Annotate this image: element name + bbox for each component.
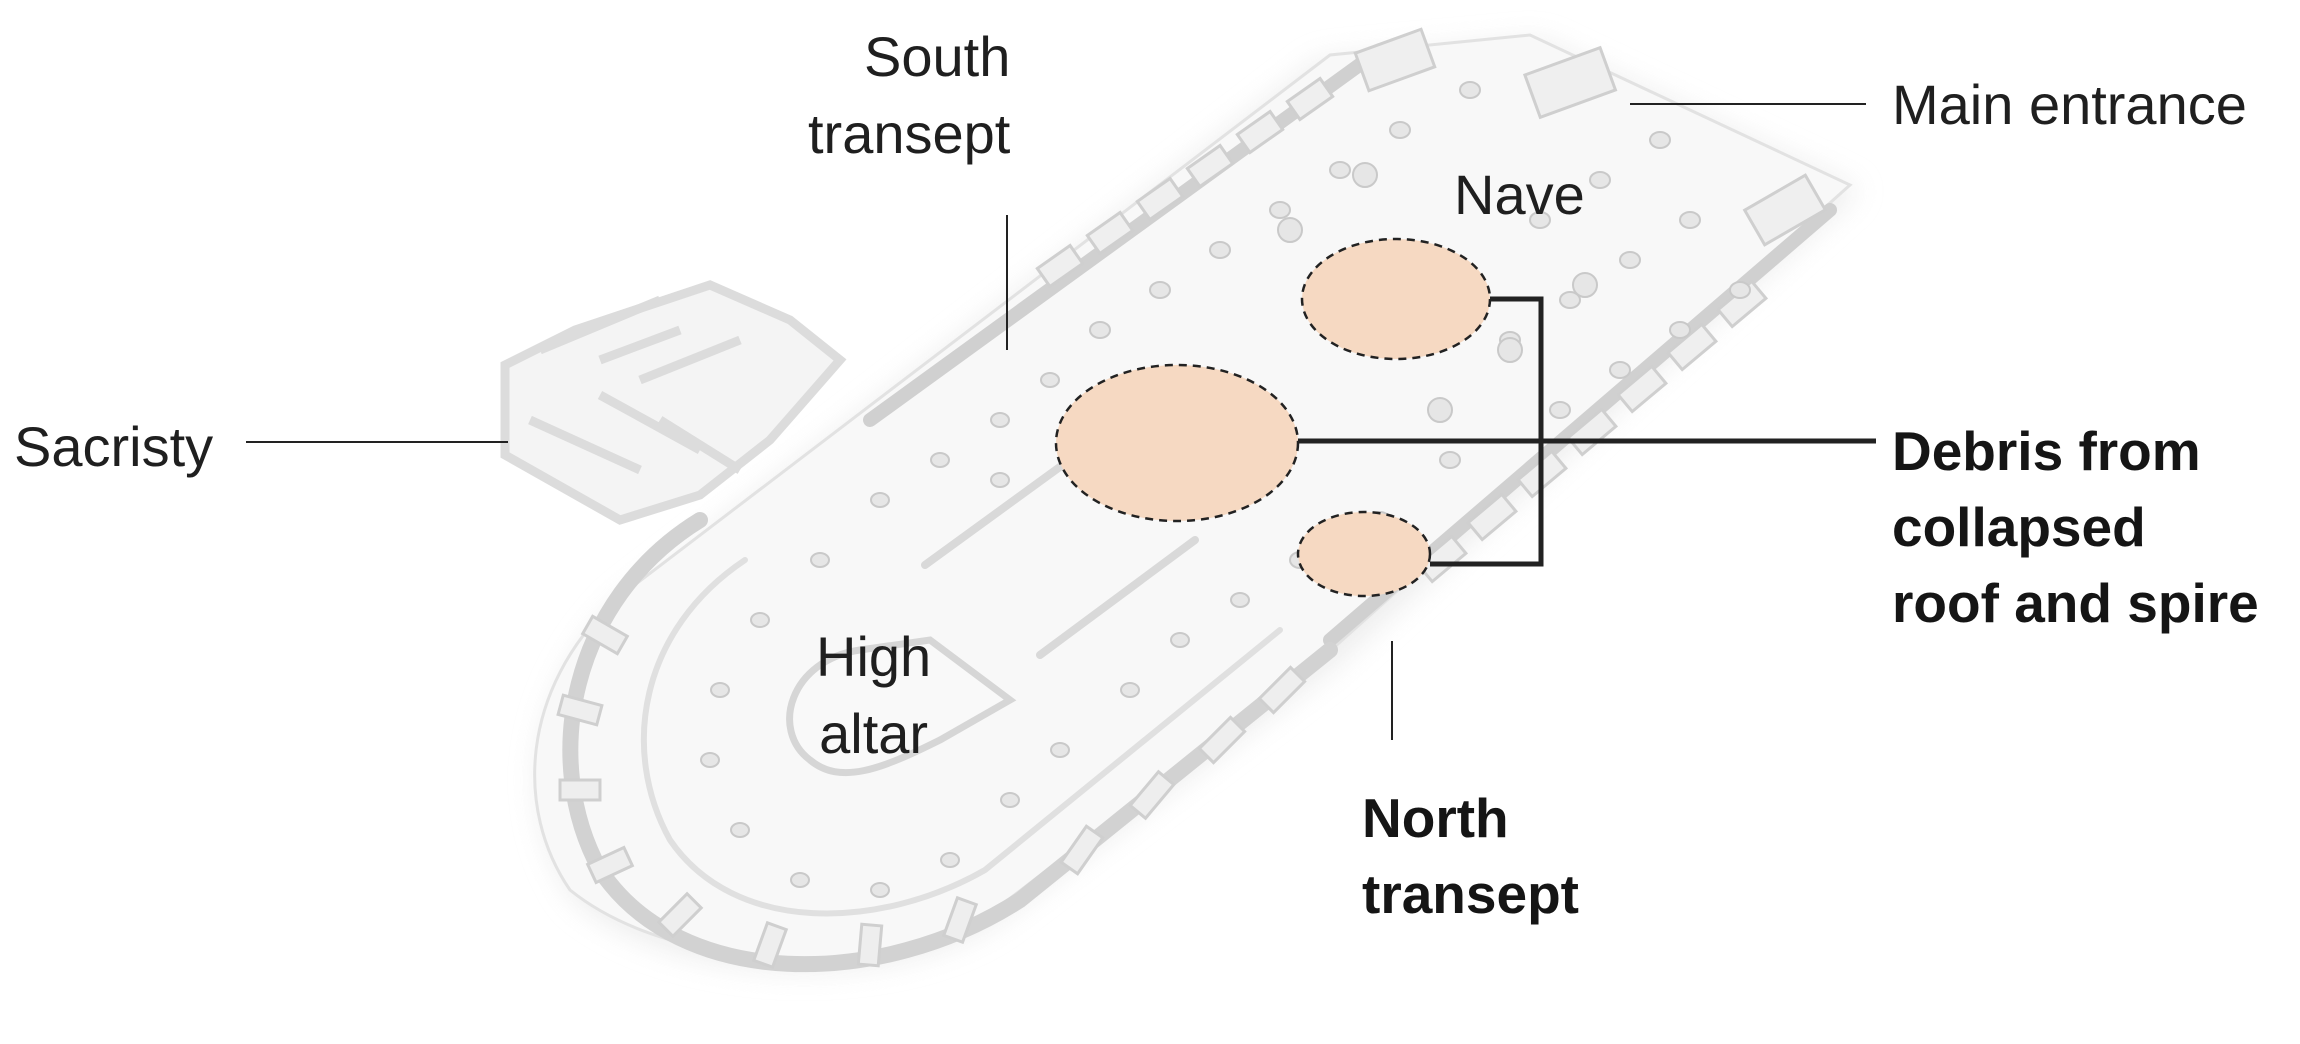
label-high-altar-line-1: High	[816, 625, 932, 688]
label-north-transept-line-1: North	[1362, 787, 1509, 849]
label-south-transept-line-2: transept	[808, 102, 1011, 166]
label-north-transept: North transept	[1362, 781, 1579, 933]
label-south-transept: South transept	[808, 18, 1010, 173]
label-main-entrance: Main entrance	[1892, 73, 2247, 136]
south-buttresses	[1035, 27, 1618, 289]
label-debris-line-2: collapsed	[1892, 495, 2146, 558]
north-buttresses	[1415, 173, 1828, 584]
label-north-transept-line-2: transept	[1362, 862, 1579, 925]
debris-zone-crossing	[1054, 363, 1300, 523]
columns	[700, 81, 1751, 898]
label-debris: Debris from collapsed roof and spire	[1892, 414, 2259, 642]
label-debris-line-1: Debris from	[1892, 420, 2201, 482]
sacristy-block	[500, 280, 847, 525]
debris-zone-north-transept	[1296, 510, 1432, 598]
label-south-transept-line-1: South	[864, 25, 1011, 88]
label-debris-line-3: roof and spire	[1892, 571, 2259, 634]
debris-leader-bracket	[1430, 296, 1544, 567]
high-altar-enclosure	[786, 636, 1017, 777]
label-nave: Nave	[1454, 163, 1585, 226]
label-high-altar: High altar	[816, 618, 931, 773]
label-sacristy: Sacristy	[14, 415, 214, 478]
debris-zone-nave	[1300, 237, 1492, 361]
leader-lines	[246, 103, 1876, 740]
apse-buttresses	[556, 614, 1307, 970]
label-high-altar-line-2: altar	[819, 702, 929, 766]
